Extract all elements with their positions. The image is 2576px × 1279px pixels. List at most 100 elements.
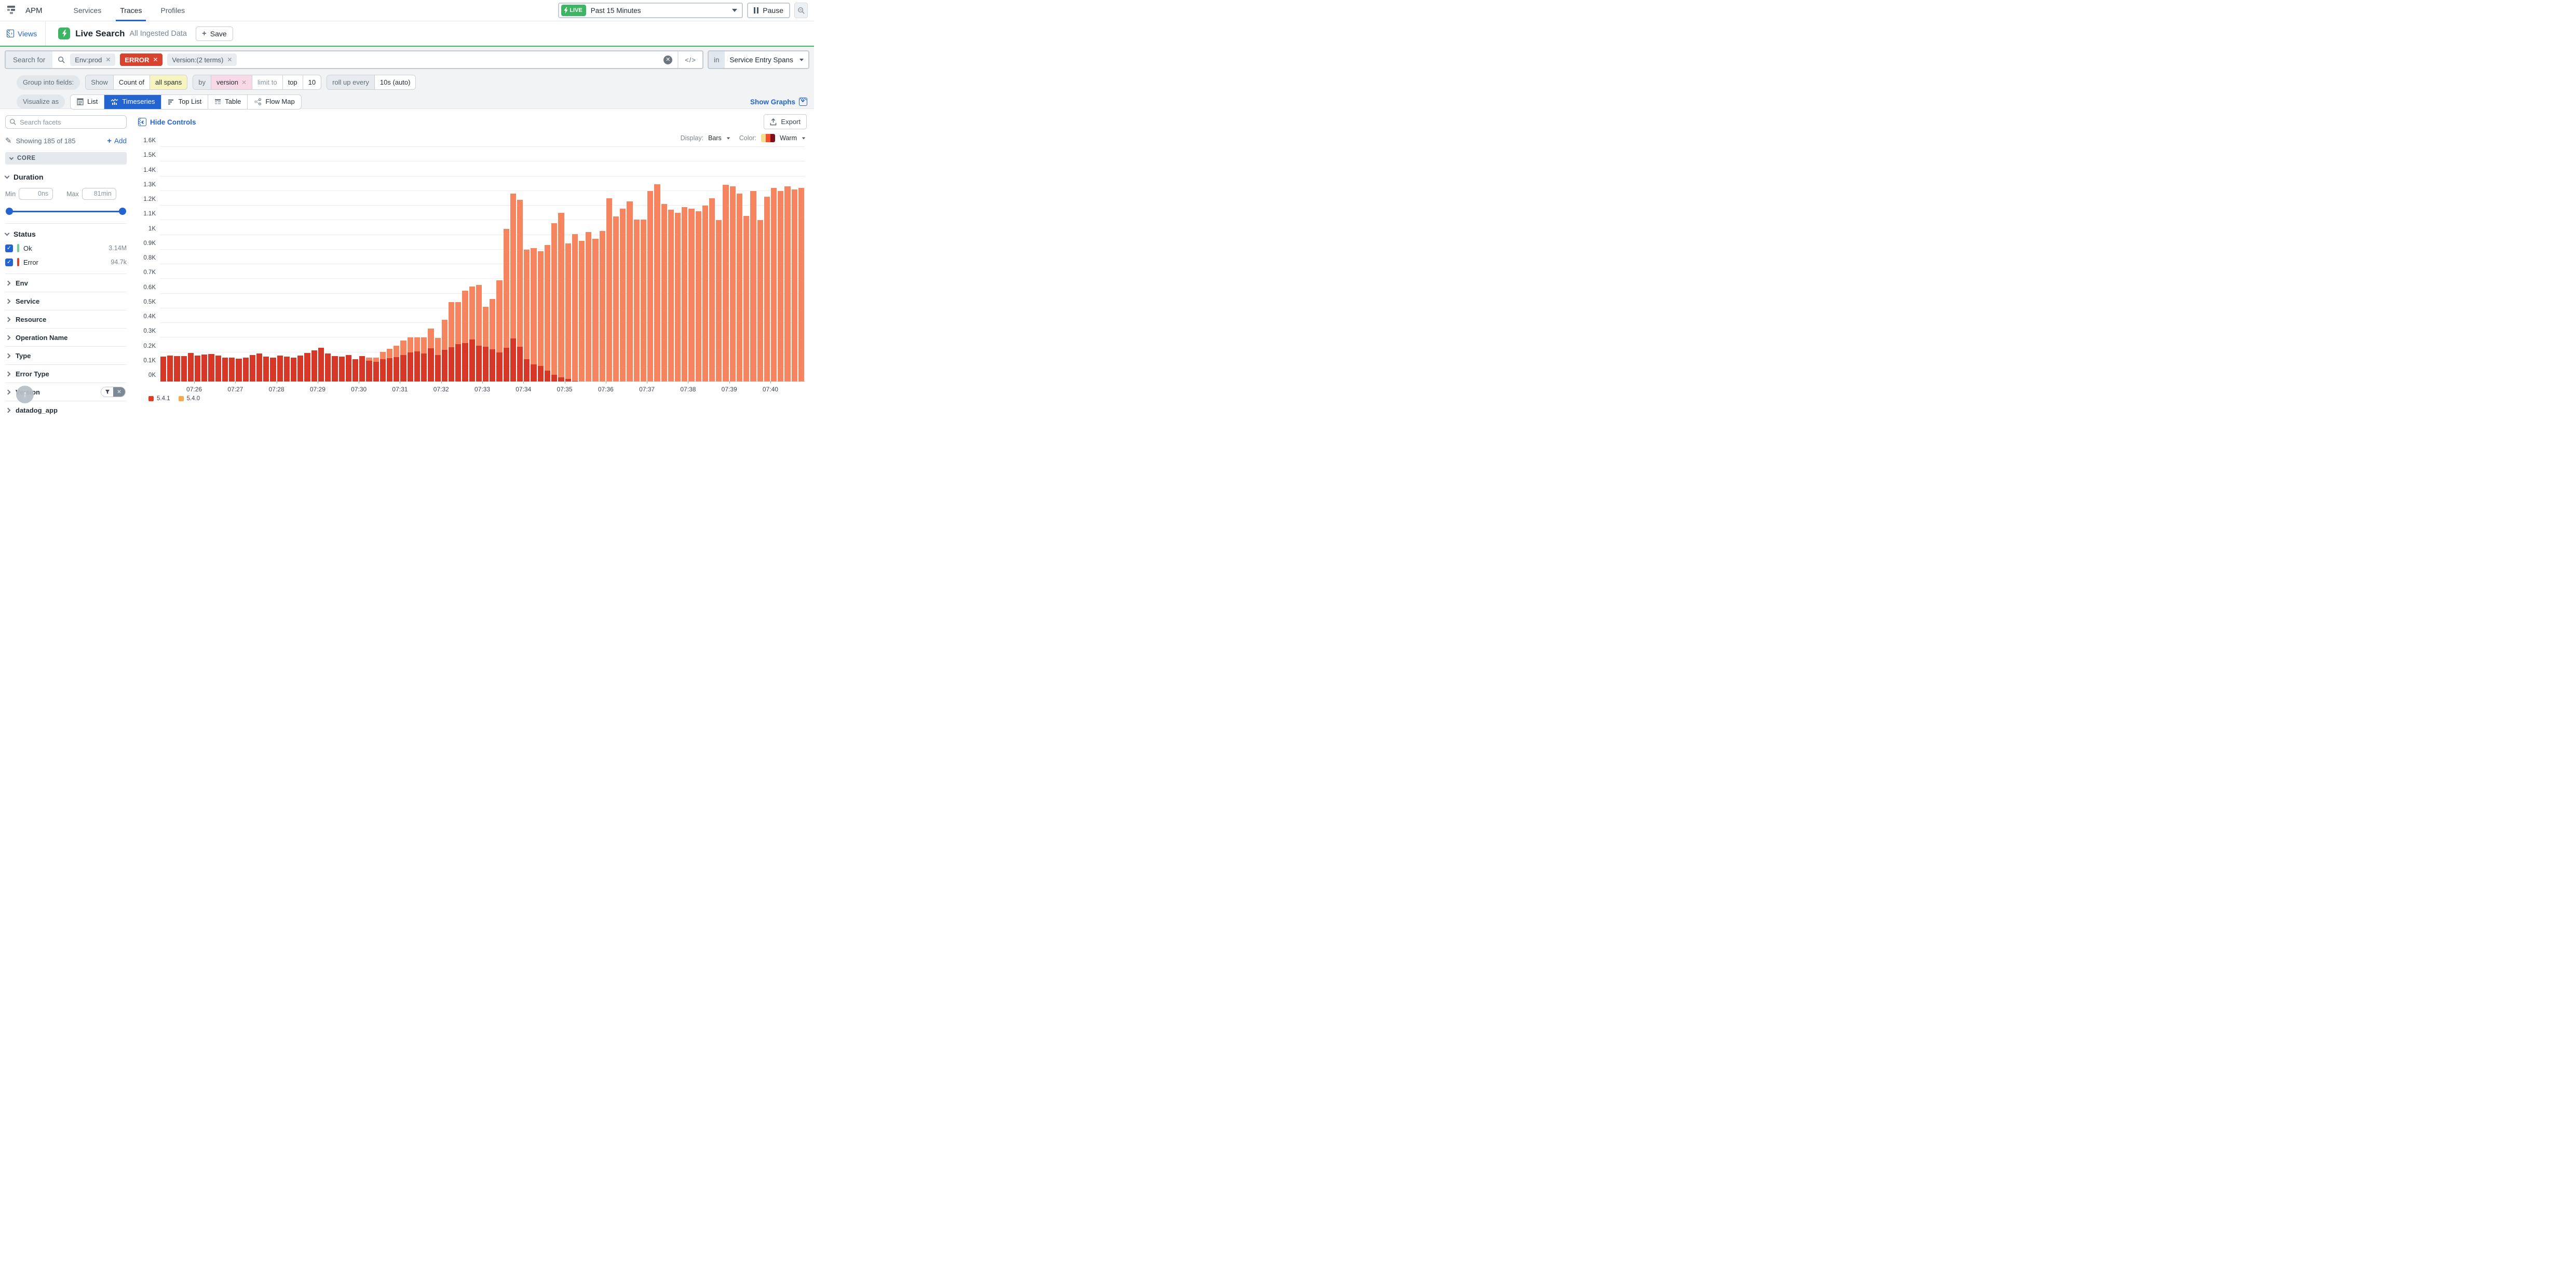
chart-bar[interactable] — [270, 357, 276, 382]
chart-bar[interactable] — [366, 358, 372, 382]
chart-bar[interactable] — [263, 356, 269, 382]
chart-bar[interactable] — [325, 353, 331, 382]
chart-bar[interactable] — [613, 216, 619, 382]
duration-max-input[interactable]: 81min — [82, 188, 116, 200]
save-button[interactable]: + Save — [195, 26, 233, 41]
nav-tab-services[interactable]: Services — [73, 6, 102, 15]
timeseries-chart[interactable]: 5.4.1 5.4.0 0K 0.1K 0.2K 0.3K 0.4K 0.5K 0.6K 0.7… — [143, 138, 805, 402]
chart-bar[interactable] — [661, 204, 667, 382]
chart-bar[interactable] — [283, 356, 290, 382]
chart-bar[interactable] — [332, 356, 338, 382]
chart-bar[interactable] — [798, 188, 804, 382]
viz-option-top-list[interactable]: Top List — [161, 94, 208, 109]
chart-bar[interactable] — [462, 291, 468, 382]
chart-bar[interactable] — [187, 352, 194, 382]
facet-row-error-type[interactable]: Error Type — [5, 364, 127, 383]
chart-bar[interactable] — [338, 356, 345, 382]
pause-button[interactable]: Pause — [747, 3, 790, 18]
chart-bar[interactable] — [359, 356, 365, 382]
chart-bar[interactable] — [586, 232, 592, 382]
slider-handle-min[interactable] — [6, 208, 13, 215]
filter-chip[interactable]: ERROR ✕ — [120, 53, 163, 66]
core-section-header[interactable]: CORE — [5, 152, 127, 165]
display-value-select[interactable]: Bars — [708, 134, 722, 142]
chart-bar[interactable] — [181, 356, 187, 382]
chart-bar[interactable] — [531, 248, 537, 382]
chart-bar[interactable] — [558, 213, 564, 382]
chart-bar[interactable] — [524, 249, 530, 382]
chart-bar[interactable] — [599, 231, 605, 382]
chart-bar[interactable] — [517, 199, 523, 382]
chart-bar[interactable] — [476, 285, 482, 382]
chart-bar[interactable] — [490, 298, 496, 382]
facet-row-env[interactable]: Env — [5, 274, 127, 292]
time-range-select[interactable]: LIVE Past 15 Minutes — [558, 3, 743, 18]
edit-facets-icon[interactable]: ✎ — [5, 137, 12, 145]
chart-bar[interactable] — [167, 355, 173, 382]
funnel-icon[interactable] — [101, 387, 113, 397]
chart-bar[interactable] — [249, 355, 255, 382]
chart-bar[interactable] — [743, 215, 750, 382]
chart-bar[interactable] — [387, 349, 393, 382]
facet-row-operation-name[interactable]: Operation Name — [5, 328, 127, 346]
chart-bar[interactable] — [551, 223, 558, 382]
duration-header[interactable]: Duration — [4, 173, 127, 181]
chart-bar[interactable] — [407, 337, 413, 382]
chart-bar[interactable] — [448, 302, 455, 382]
chart-bar[interactable] — [702, 206, 708, 382]
limit-mode-select[interactable]: top — [282, 75, 303, 89]
remove-group-by-icon[interactable]: ✕ — [241, 78, 247, 86]
chart-bar[interactable] — [633, 219, 640, 382]
chart-bar[interactable] — [311, 350, 317, 382]
chart-bar[interactable] — [304, 352, 310, 382]
viz-option-timeseries[interactable]: Timeseries — [104, 94, 161, 109]
rollup-value-select[interactable]: 10s (auto) — [374, 75, 416, 89]
code-mode-toggle[interactable]: </> — [677, 51, 702, 68]
count-value-select[interactable]: all spans — [149, 75, 187, 89]
chart-bar[interactable] — [682, 207, 688, 382]
chart-bar[interactable] — [428, 329, 434, 382]
chart-bar[interactable] — [578, 240, 585, 382]
clear-search-icon[interactable]: ✕ — [663, 55, 673, 64]
chart-bar[interactable] — [695, 211, 701, 382]
viz-option-table[interactable]: Table — [208, 94, 247, 109]
chart-bar[interactable] — [565, 243, 571, 382]
chart-bar[interactable] — [592, 238, 599, 382]
chip-remove-icon[interactable]: ✕ — [105, 56, 111, 63]
chart-bar[interactable] — [174, 356, 180, 382]
legend-item-5.4.0[interactable]: 5.4.0 — [178, 396, 200, 402]
chart-bar[interactable] — [236, 358, 242, 382]
search-scope-select[interactable]: in Service Entry Spans — [708, 50, 809, 69]
chip-remove-icon[interactable]: ✕ — [227, 56, 233, 63]
chart-bar[interactable] — [764, 197, 770, 382]
status-header[interactable]: Status — [4, 230, 127, 238]
filter-chip[interactable]: Version:(2 terms) ✕ — [167, 53, 237, 66]
chart-bar[interactable] — [736, 194, 743, 382]
nav-tab-traces[interactable]: Traces — [111, 0, 151, 21]
chart-bar[interactable] — [379, 351, 386, 382]
chart-bar[interactable] — [229, 357, 235, 382]
chart-bar[interactable] — [195, 356, 201, 382]
chart-bar[interactable] — [318, 347, 324, 382]
zoom-out-button[interactable] — [794, 3, 808, 18]
chart-bar[interactable] — [674, 213, 681, 382]
chart-bar[interactable] — [668, 210, 674, 382]
chart-bar[interactable] — [503, 229, 509, 382]
chart-bar[interactable] — [435, 337, 441, 382]
chart-bar[interactable] — [256, 353, 263, 382]
checkbox-ok[interactable]: ✓ — [5, 244, 13, 252]
chart-bar[interactable] — [455, 302, 462, 382]
limit-value-input[interactable]: 10 — [302, 75, 321, 89]
chart-bar[interactable] — [750, 191, 756, 382]
chart-bar[interactable] — [627, 201, 633, 382]
chip-remove-icon[interactable]: ✕ — [153, 56, 158, 63]
chart-bar[interactable] — [647, 191, 654, 382]
chart-bar[interactable] — [352, 359, 359, 382]
remove-filter-icon[interactable]: ✕ — [113, 387, 125, 397]
chart-bar[interactable] — [291, 357, 297, 382]
chart-bar[interactable] — [510, 194, 517, 382]
chart-bar[interactable] — [421, 337, 427, 382]
chart-bar[interactable] — [345, 355, 351, 382]
scroll-to-top-button[interactable]: ↑ — [16, 386, 34, 403]
facet-row-type[interactable]: Type — [5, 346, 127, 364]
